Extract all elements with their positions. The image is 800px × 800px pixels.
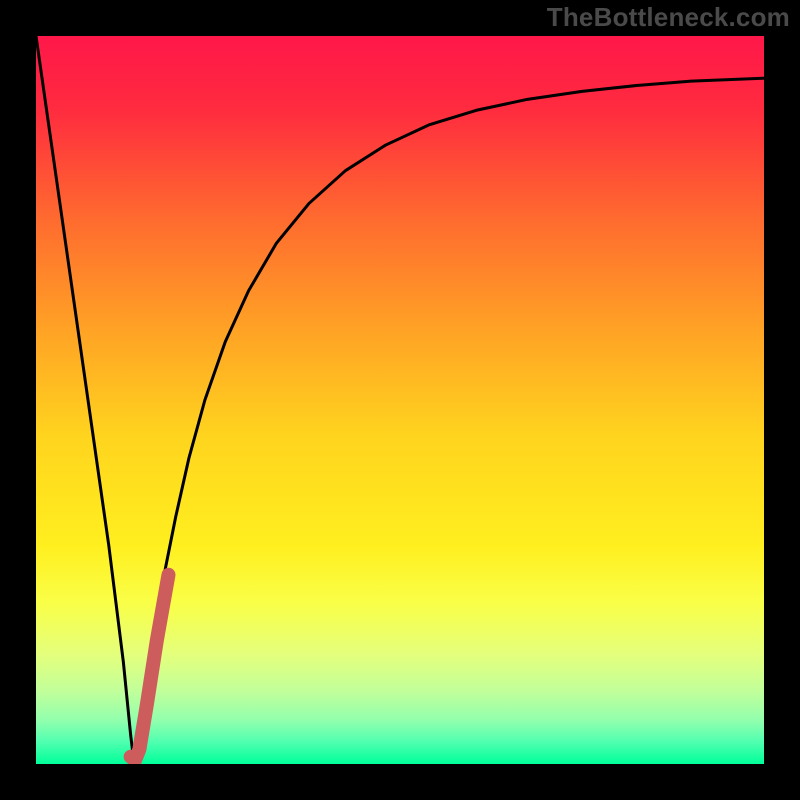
watermark-text: TheBottleneck.com — [547, 2, 790, 33]
plot-background — [36, 36, 764, 764]
plot-svg — [0, 0, 800, 800]
chart-container: TheBottleneck.com — [0, 0, 800, 800]
